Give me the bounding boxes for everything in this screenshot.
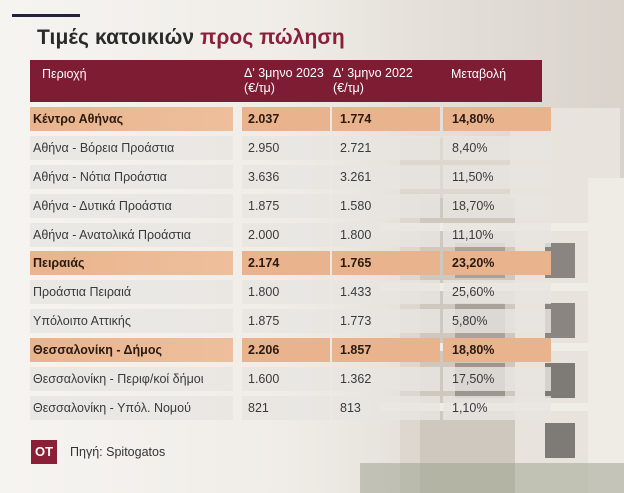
cell-change: 11,10% bbox=[443, 222, 551, 247]
cell-region: Αθήνα - Δυτικά Προάστια bbox=[30, 193, 233, 218]
cell-q4-2022: 1.433 bbox=[332, 280, 440, 305]
cell-region: Θεσσαλονίκη - Υπόλ. Νομού bbox=[30, 395, 233, 420]
cell-q4-2022: 2.721 bbox=[332, 135, 440, 160]
cell-q4-2023: 1.600 bbox=[242, 367, 330, 392]
cell-region: Υπόλοιπο Αττικής bbox=[30, 309, 233, 334]
table-row: Υπόλοιπο Αττικής 1.875 1.773 5,80% bbox=[30, 309, 551, 334]
table-row: Αθήνα - Ανατολικά Προάστια 2.000 1.800 11,1… bbox=[30, 222, 551, 247]
cell-q4-2023: 1.875 bbox=[242, 309, 330, 334]
cell-q4-2023: 2.037 bbox=[242, 107, 330, 131]
cell-q4-2023: 3.636 bbox=[242, 164, 330, 189]
table-row: Αθήνα - Δυτικά Προάστια 1.875 1.580 18,70% bbox=[30, 193, 551, 218]
cell-q4-2022: 1.857 bbox=[332, 338, 440, 363]
cell-q4-2023: 2.950 bbox=[242, 135, 330, 160]
cell-change: 14,80% bbox=[443, 107, 551, 131]
source-note: Πηγή: Spitogatos bbox=[70, 445, 166, 459]
header-q4-2023: Δ' 3μηνο 2023 (€/τμ) bbox=[244, 66, 324, 96]
top-rule bbox=[12, 14, 80, 17]
cell-q4-2022: 1.580 bbox=[332, 193, 440, 218]
price-table: Κέντρο Αθήνας 2.037 1.774 14,80% Αθήνα - Βόρ… bbox=[30, 107, 551, 425]
cell-q4-2023: 1.800 bbox=[242, 280, 330, 305]
cell-q4-2022: 813 bbox=[332, 395, 440, 420]
cell-change: 11,50% bbox=[443, 164, 551, 189]
cell-region: Κέντρο Αθήνας bbox=[30, 107, 233, 131]
header-q4-2022: Δ' 3μηνο 2022 (€/τμ) bbox=[333, 66, 413, 96]
cell-q4-2023: 1.875 bbox=[242, 193, 330, 218]
title-accent: προς πώληση bbox=[200, 26, 345, 49]
cell-change: 5,80% bbox=[443, 309, 551, 334]
cell-region: Αθήνα - Νότια Προάστια bbox=[30, 164, 233, 189]
cell-change: 25,60% bbox=[443, 280, 551, 305]
table-row: Αθήνα - Βόρεια Προάστια 2.950 2.721 8,40% bbox=[30, 135, 551, 160]
cell-change: 17,50% bbox=[443, 367, 551, 392]
cell-change: 18,80% bbox=[443, 338, 551, 363]
cell-q4-2022: 1.362 bbox=[332, 367, 440, 392]
cell-region: Προάστια Πειραιά bbox=[30, 280, 233, 305]
header-q4-2023-line2: (€/τμ) bbox=[244, 81, 275, 95]
header-q4-2022-line2: (€/τμ) bbox=[333, 81, 364, 95]
cell-change: 23,20% bbox=[443, 251, 551, 276]
header-q4-2023-line1: Δ' 3μηνο 2023 bbox=[244, 66, 324, 80]
ot-logo: ΟΤ bbox=[31, 440, 57, 464]
table-row: Πειραιάς 2.174 1.765 23,20% bbox=[30, 251, 551, 276]
cell-change: 1,10% bbox=[443, 395, 551, 420]
table-row: Κέντρο Αθήνας 2.037 1.774 14,80% bbox=[30, 107, 551, 131]
cell-region: Αθήνα - Βόρεια Προάστια bbox=[30, 135, 233, 160]
table-row: Θεσσαλονίκη - Περιφ/κοί δήμοι 1.600 1.362 1… bbox=[30, 367, 551, 392]
table-header: Περιοχή Δ' 3μηνο 2023 (€/τμ) Δ' 3μηνο 20… bbox=[30, 60, 542, 102]
title-main: Τιμές κατοικιών bbox=[37, 26, 195, 49]
cell-q4-2022: 3.261 bbox=[332, 164, 440, 189]
cell-q4-2023: 2.206 bbox=[242, 338, 330, 363]
cell-q4-2023: 2.000 bbox=[242, 222, 330, 247]
cell-region: Πειραιάς bbox=[30, 251, 233, 276]
cell-q4-2022: 1.800 bbox=[332, 222, 440, 247]
cell-q4-2022: 1.773 bbox=[332, 309, 440, 334]
cell-q4-2023: 2.174 bbox=[242, 251, 330, 276]
cell-change: 8,40% bbox=[443, 135, 551, 160]
header-region: Περιοχή bbox=[42, 67, 87, 81]
cell-region: Θεσσαλονίκη - Περιφ/κοί δήμοι bbox=[30, 367, 233, 392]
table-row: Θεσσαλονίκη - Δήμος 2.206 1.857 18,80% bbox=[30, 338, 551, 363]
table-row: Προάστια Πειραιά 1.800 1.433 25,60% bbox=[30, 280, 551, 305]
cell-q4-2022: 1.765 bbox=[332, 251, 440, 276]
cell-region: Θεσσαλονίκη - Δήμος bbox=[30, 338, 233, 363]
table-row: Θεσσαλονίκη - Υπόλ. Νομού 821 813 1,10% bbox=[30, 395, 551, 420]
cell-region: Αθήνα - Ανατολικά Προάστια bbox=[30, 222, 233, 247]
table-row: Αθήνα - Νότια Προάστια 3.636 3.261 11,50% bbox=[30, 164, 551, 189]
cell-q4-2022: 1.774 bbox=[332, 107, 440, 131]
page-title: Τιμές κατοικιών προς πώληση bbox=[37, 26, 345, 50]
cell-q4-2023: 821 bbox=[242, 395, 330, 420]
header-change: Μεταβολή bbox=[451, 67, 507, 81]
cell-change: 18,70% bbox=[443, 193, 551, 218]
header-q4-2022-line1: Δ' 3μηνο 2022 bbox=[333, 66, 413, 80]
